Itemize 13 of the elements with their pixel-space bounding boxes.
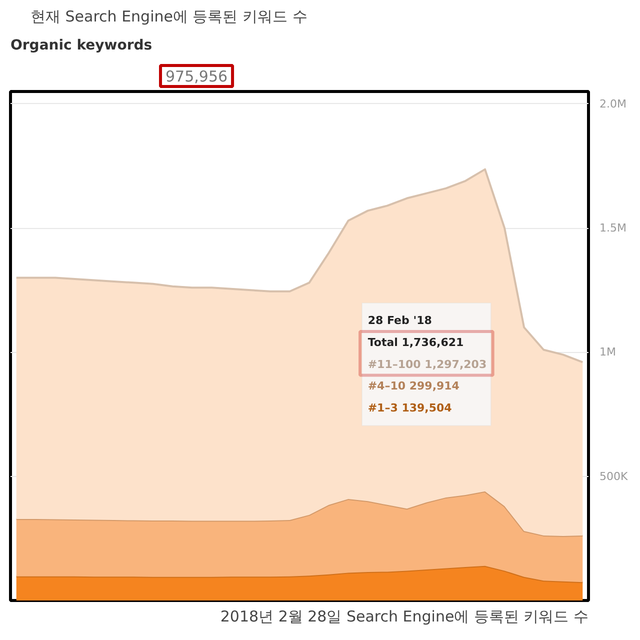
y-tick-label: 1.5M bbox=[600, 222, 626, 235]
text: 2018년 2월 28일 Search Engine에 등록된 키워드 수 bbox=[220, 608, 588, 626]
y-tick-label: 2.0M bbox=[600, 97, 626, 110]
annotation: Total 1,736,621 bbox=[368, 336, 464, 349]
text: #1–3 139,504 bbox=[368, 402, 452, 415]
annotation: 28 Feb '18 bbox=[368, 314, 432, 328]
text: #11–100 1,297,203 bbox=[368, 358, 487, 371]
chart-title: Organic keywords bbox=[10, 38, 152, 54]
y-tick-label: 500K bbox=[600, 470, 628, 483]
text: 현재 Search Engine에 등록된 키워드 수 bbox=[30, 8, 308, 26]
chart-subtitle: 975,956 bbox=[166, 68, 228, 86]
text: #4–10 299,914 bbox=[368, 380, 460, 393]
y-tick-label: 1M bbox=[600, 346, 616, 359]
